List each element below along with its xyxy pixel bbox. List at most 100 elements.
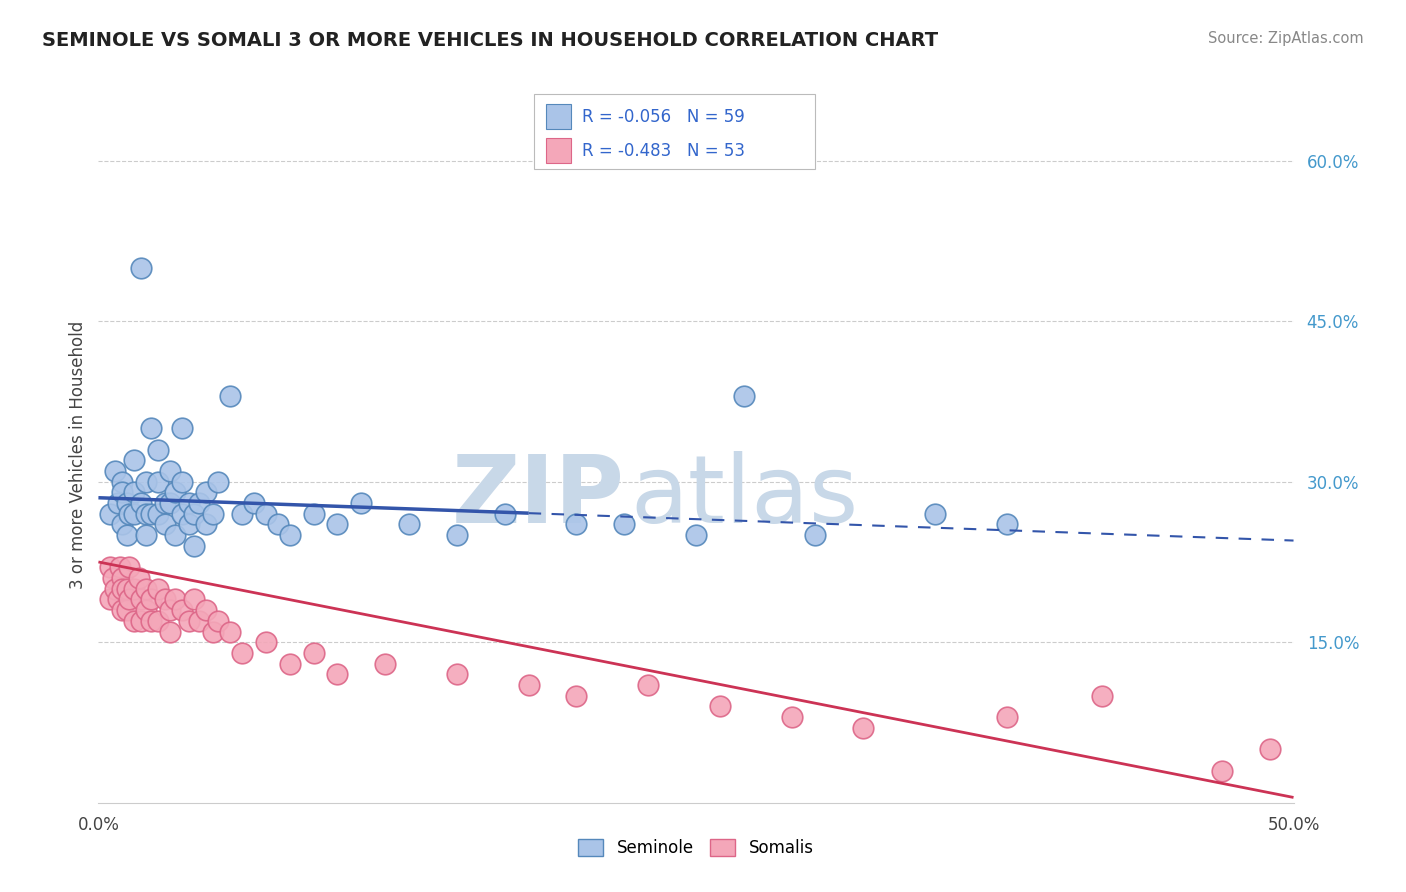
Somalis [1211, 764, 1233, 778]
Somalis [302, 646, 325, 660]
Seminole [124, 485, 146, 500]
Text: atlas: atlas [630, 450, 859, 542]
Seminole [995, 517, 1018, 532]
Seminole [124, 453, 146, 467]
Somalis [139, 592, 162, 607]
Somalis [104, 582, 127, 596]
Seminole [159, 464, 181, 478]
Seminole [135, 507, 157, 521]
Seminole [302, 507, 325, 521]
Somalis [111, 603, 134, 617]
Somalis [1091, 689, 1114, 703]
Somalis [135, 603, 157, 617]
Somalis [118, 560, 141, 574]
Seminole [135, 528, 157, 542]
Somalis [118, 592, 141, 607]
Seminole [187, 496, 209, 510]
Seminole [924, 507, 946, 521]
Seminole [179, 496, 201, 510]
Seminole [207, 475, 229, 489]
Somalis [163, 592, 186, 607]
Somalis [1258, 742, 1281, 756]
Seminole [254, 507, 277, 521]
Somalis [187, 614, 209, 628]
Legend: Seminole, Somalis: Seminole, Somalis [572, 832, 820, 864]
Seminole [131, 260, 153, 275]
Seminole [163, 485, 186, 500]
Y-axis label: 3 or more Vehicles in Household: 3 or more Vehicles in Household [69, 321, 87, 589]
Somalis [131, 614, 153, 628]
Seminole [115, 496, 138, 510]
Somalis [195, 603, 218, 617]
Text: R = -0.483   N = 53: R = -0.483 N = 53 [582, 142, 745, 160]
Seminole [148, 507, 170, 521]
Seminole [98, 507, 122, 521]
Somalis [108, 560, 131, 574]
Somalis [517, 678, 540, 692]
Text: SEMINOLE VS SOMALI 3 OR MORE VEHICLES IN HOUSEHOLD CORRELATION CHART: SEMINOLE VS SOMALI 3 OR MORE VEHICLES IN… [42, 31, 938, 50]
Seminole [231, 507, 253, 521]
Somalis [98, 560, 122, 574]
Seminole [219, 389, 242, 403]
Seminole [118, 507, 141, 521]
Somalis [278, 657, 301, 671]
Seminole [111, 475, 134, 489]
Seminole [350, 496, 373, 510]
Somalis [115, 582, 138, 596]
Seminole [613, 517, 636, 532]
Seminole [131, 496, 153, 510]
Somalis [231, 646, 253, 660]
Somalis [111, 582, 134, 596]
Seminole [804, 528, 827, 542]
Somalis [148, 582, 170, 596]
Somalis [98, 592, 122, 607]
Somalis [131, 592, 153, 607]
Somalis [155, 592, 177, 607]
Seminole [155, 496, 177, 510]
Seminole [148, 475, 170, 489]
Somalis [183, 592, 205, 607]
Somalis [115, 603, 138, 617]
Text: ZIP: ZIP [451, 450, 624, 542]
Text: R = -0.056   N = 59: R = -0.056 N = 59 [582, 108, 745, 126]
Seminole [195, 517, 218, 532]
Seminole [446, 528, 468, 542]
Somalis [852, 721, 875, 735]
Somalis [139, 614, 162, 628]
Seminole [139, 507, 162, 521]
Somalis [326, 667, 349, 681]
Somalis [107, 592, 129, 607]
Somalis [446, 667, 468, 681]
Text: Source: ZipAtlas.com: Source: ZipAtlas.com [1208, 31, 1364, 46]
Somalis [565, 689, 588, 703]
Seminole [159, 496, 181, 510]
Seminole [111, 485, 134, 500]
Seminole [124, 507, 146, 521]
Seminole [202, 507, 225, 521]
Seminole [326, 517, 349, 532]
Seminole [115, 528, 138, 542]
Seminole [172, 475, 194, 489]
Somalis [124, 582, 146, 596]
Somalis [111, 571, 134, 585]
Seminole [139, 421, 162, 435]
Somalis [135, 582, 157, 596]
Seminole [172, 507, 194, 521]
Somalis [254, 635, 277, 649]
Somalis [159, 624, 181, 639]
Somalis [148, 614, 170, 628]
Seminole [183, 507, 205, 521]
Seminole [172, 421, 194, 435]
Somalis [207, 614, 229, 628]
Seminole [565, 517, 588, 532]
Somalis [128, 571, 150, 585]
Seminole [111, 517, 134, 532]
Seminole [243, 496, 266, 510]
Seminole [179, 517, 201, 532]
Seminole [278, 528, 301, 542]
Seminole [148, 442, 170, 457]
Seminole [267, 517, 290, 532]
Seminole [183, 539, 205, 553]
Somalis [995, 710, 1018, 724]
Somalis [172, 603, 194, 617]
